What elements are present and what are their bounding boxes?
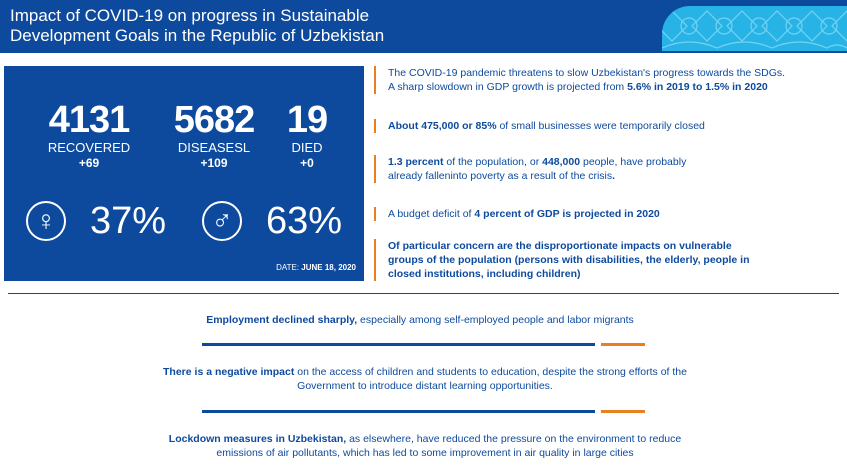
header-banner: Impact of COVID-19 on progress in Sustai… xyxy=(0,0,847,53)
impact-employment: Employment declined sharply, especially … xyxy=(60,313,780,327)
diseases-count: 5682 xyxy=(173,99,256,141)
title-line-1: Impact of COVID-19 on progress in Sustai… xyxy=(10,6,370,25)
diseases-label: DISEASESL xyxy=(177,140,251,155)
died-count: 19 xyxy=(286,99,328,141)
impact-environment: Lockdown measures in Uzbekistan, as else… xyxy=(150,432,700,460)
female-symbol-icon: ♀ xyxy=(26,201,66,241)
impact-education-text: on the access of children and students t… xyxy=(294,366,687,392)
impact-bar-blue-2 xyxy=(202,410,595,413)
impact-employment-bold: Employment declined sharply, xyxy=(206,314,358,326)
fact-poverty-period: . xyxy=(612,170,616,182)
fact-vulnerable-bold: Of particular concern are the disproport… xyxy=(388,240,750,280)
died-delta: +0 xyxy=(300,156,314,170)
fact-businesses-text: of small businesses were temporarily clo… xyxy=(496,120,705,132)
fact-gdp: The COVID-19 pandemic threatens to slow … xyxy=(374,66,788,94)
covid-stats-panel: 4131 RECOVERED +69 5682 DISEASESL +109 1… xyxy=(4,66,364,281)
recovered-stat: 4131 RECOVERED +69 xyxy=(44,100,134,170)
geometric-pattern-icon xyxy=(662,10,847,49)
died-stat: 19 DIED +0 xyxy=(282,100,332,170)
fact-vulnerable-groups: Of particular concern are the disproport… xyxy=(374,239,768,281)
recovered-label: RECOVERED xyxy=(47,140,131,155)
male-percent: 63% xyxy=(266,200,343,242)
diseases-delta: +109 xyxy=(200,156,228,170)
fact-poverty-bold-2: 448,000 xyxy=(542,156,581,168)
impact-education-bold: There is a negative impact xyxy=(163,366,295,378)
impact-employment-text: especially among self-employed people an… xyxy=(357,314,634,326)
section-divider xyxy=(8,293,839,294)
fact-gdp-text-2: A sharp slowdown in GDP growth is projec… xyxy=(388,81,628,93)
female-percent: 37% xyxy=(90,200,167,242)
recovered-count: 4131 xyxy=(48,99,131,141)
male-symbol-icon: ♂ xyxy=(202,201,242,241)
fact-businesses-bold: About 475,000 or 85% xyxy=(388,120,497,132)
stats-date: DATE: JUNE 18, 2020 xyxy=(276,263,356,272)
date-label: DATE: xyxy=(276,263,300,272)
fact-poverty-bold-1: 1.3 percent xyxy=(388,156,444,168)
fact-poverty-text-3: already falleninto poverty as a result o… xyxy=(388,170,613,182)
recovered-delta: +69 xyxy=(78,156,100,170)
impact-environment-text: as elsewhere, have reduced the pressure … xyxy=(216,433,682,459)
title-line-2: Development Goals in the Republic of Uzb… xyxy=(10,26,385,45)
impact-bar-orange-1 xyxy=(601,343,645,346)
impact-bar-orange-2 xyxy=(601,410,645,413)
fact-poverty: 1.3 percent of the population, or 448,00… xyxy=(374,155,788,183)
impact-bar-blue-1 xyxy=(202,343,595,346)
date-value: JUNE 18, 2020 xyxy=(301,263,356,272)
fact-poverty-text-2: people, have probably xyxy=(580,156,687,168)
fact-budget-bold: 4 percent of GDP is projected in 2020 xyxy=(474,208,660,220)
fact-gdp-bold: 5.6% in 2019 to 1.5% in 2020 xyxy=(627,81,768,93)
fact-budget-deficit: A budget deficit of 4 percent of GDP is … xyxy=(374,207,788,221)
fact-small-businesses: About 475,000 or 85% of small businesses… xyxy=(374,119,788,133)
fact-budget-text: A budget deficit of xyxy=(388,208,475,220)
impact-environment-bold: Lockdown measures in Uzbekistan, xyxy=(168,433,347,445)
fact-gdp-text: The COVID-19 pandemic threatens to slow … xyxy=(388,67,786,79)
fact-poverty-text-1: of the population, or xyxy=(443,156,543,168)
impact-education: There is a negative impact on the access… xyxy=(140,365,710,393)
diseases-stat: 5682 DISEASESL +109 xyxy=(164,100,264,170)
died-label: DIED xyxy=(291,140,323,155)
page-title: Impact of COVID-19 on progress in Sustai… xyxy=(10,6,384,46)
decorative-pattern xyxy=(662,6,847,51)
